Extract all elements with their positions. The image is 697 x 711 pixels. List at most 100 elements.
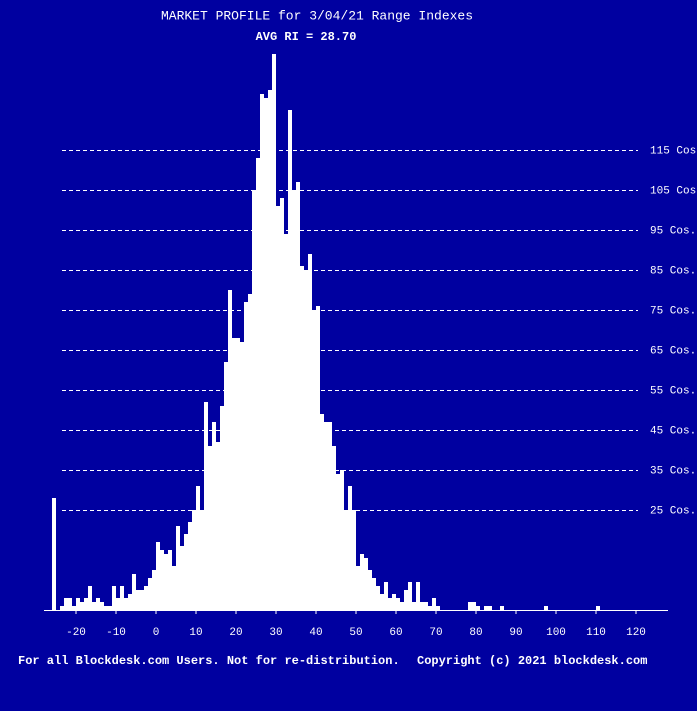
bar: [416, 582, 420, 610]
bar: [356, 566, 360, 610]
bar: [220, 406, 224, 610]
x-tick-label: -10: [106, 627, 126, 639]
bar: [280, 198, 284, 610]
bar: [376, 586, 380, 610]
bar: [124, 598, 128, 610]
bar: [76, 598, 80, 610]
x-tick-label: 90: [509, 627, 522, 639]
bar: [224, 362, 228, 610]
x-tick-label: 70: [429, 627, 442, 639]
bar: [412, 602, 416, 610]
x-tick-label: 80: [469, 627, 482, 639]
bar: [320, 414, 324, 610]
bar: [368, 570, 372, 610]
y-tick-label: 25 Cos.: [650, 505, 696, 517]
x-tick-label: 50: [349, 627, 362, 639]
bar: [312, 310, 316, 610]
y-tick-label: 75 Cos.: [650, 305, 696, 317]
bar: [304, 270, 308, 610]
bar: [476, 606, 480, 610]
bar: [208, 446, 212, 610]
bar: [544, 606, 548, 610]
bar: [168, 550, 172, 610]
chart-subtitle: AVG RI = 28.70: [256, 30, 357, 44]
bar: [324, 422, 328, 610]
bar: [96, 598, 100, 610]
bar: [372, 578, 376, 610]
y-tick-label: 65 Cos.: [650, 345, 696, 357]
bar: [116, 598, 120, 610]
bar: [176, 526, 180, 610]
bar: [132, 574, 136, 610]
bar: [236, 338, 240, 610]
x-tick-label: 100: [546, 627, 566, 639]
bar: [140, 590, 144, 610]
bar: [152, 570, 156, 610]
bar: [72, 606, 76, 610]
bar: [144, 586, 148, 610]
bar: [248, 294, 252, 610]
bar: [228, 290, 232, 610]
bar: [252, 190, 256, 610]
bar: [100, 602, 104, 610]
bar: [408, 582, 412, 610]
bar: [392, 594, 396, 610]
bar: [388, 598, 392, 610]
bar: [328, 422, 332, 610]
bar: [596, 606, 600, 610]
bar: [332, 446, 336, 610]
y-tick-label: 105 Cos.: [650, 185, 697, 197]
bar: [108, 606, 112, 610]
bar: [192, 510, 196, 610]
bar: [92, 602, 96, 610]
bar: [424, 602, 428, 610]
chart-title: MARKET PROFILE for 3/04/21 Range Indexes: [161, 8, 473, 23]
x-tick-label: 0: [153, 627, 160, 639]
footer-left: For all Blockdesk.com Users. Not for re-…: [18, 654, 400, 668]
bar: [272, 54, 276, 610]
bar: [396, 598, 400, 610]
bar: [428, 606, 432, 610]
x-tick-label: 40: [309, 627, 322, 639]
bar: [184, 534, 188, 610]
bar: [400, 602, 404, 610]
bar: [336, 474, 340, 610]
bar: [256, 158, 260, 610]
bar: [64, 598, 68, 610]
bar: [436, 606, 440, 610]
y-tick-label: 35 Cos.: [650, 465, 696, 477]
y-tick-label: 55 Cos.: [650, 385, 696, 397]
x-tick-label: 110: [586, 627, 606, 639]
bar: [200, 510, 204, 610]
x-tick-label: 20: [229, 627, 242, 639]
bar: [316, 306, 320, 610]
bar: [420, 602, 424, 610]
y-tick-label: 95 Cos.: [650, 225, 696, 237]
bar: [80, 602, 84, 610]
bar: [172, 566, 176, 610]
bar: [164, 554, 168, 610]
bar: [188, 522, 192, 610]
bar: [292, 190, 296, 610]
bar: [84, 598, 88, 610]
bar: [160, 550, 164, 610]
bar: [308, 254, 312, 610]
bar: [128, 594, 132, 610]
bar: [384, 582, 388, 610]
bar: [88, 586, 92, 610]
footer-right: Copyright (c) 2021 blockdesk.com: [417, 654, 647, 668]
y-tick-label: 45 Cos.: [650, 425, 696, 437]
bar: [68, 598, 72, 610]
x-tick-label: 10: [189, 627, 202, 639]
bar: [148, 578, 152, 610]
bar: [352, 510, 356, 610]
bar: [488, 606, 492, 610]
bar: [244, 302, 248, 610]
bar: [360, 554, 364, 610]
bar: [296, 182, 300, 610]
bar: [212, 422, 216, 610]
bar: [136, 590, 140, 610]
bar: [232, 338, 236, 610]
bar: [472, 602, 476, 610]
